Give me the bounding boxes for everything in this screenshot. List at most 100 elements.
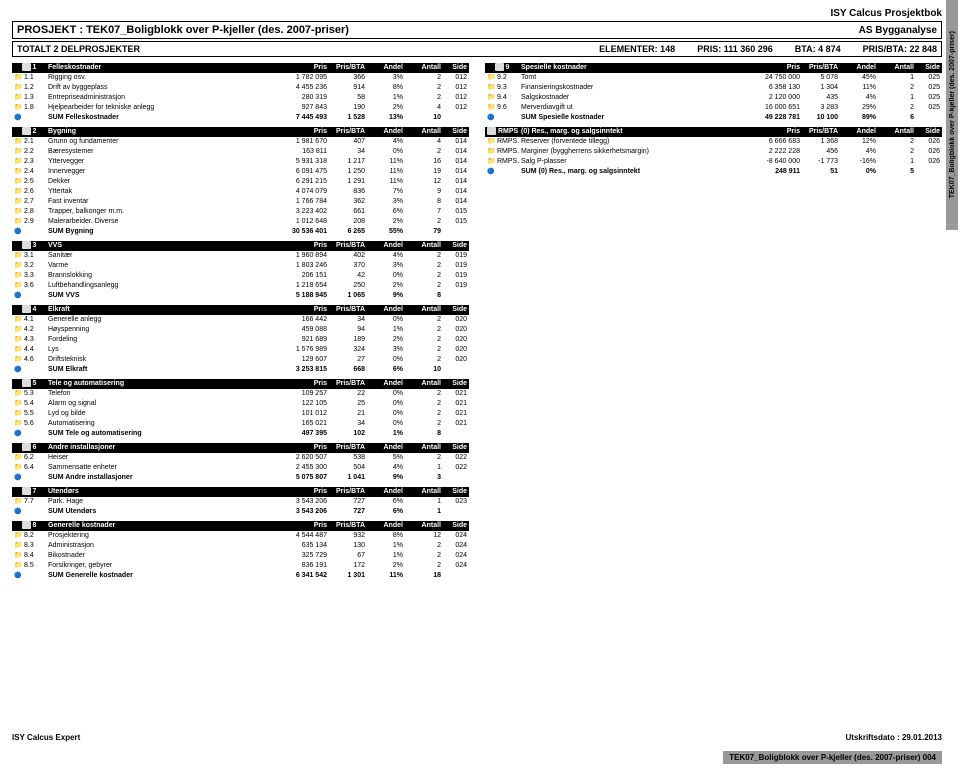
sum-icon	[14, 113, 23, 121]
side-tab-label: TEK07_Boligblokk over P-kjeller (des. 20…	[949, 31, 956, 198]
table-row: 2.3Yttervegger5 931 3181 21711%16014	[12, 157, 469, 167]
sum-row: SUM Tele og automatisering497 3951021%8	[12, 429, 469, 439]
table-row: 9.2Tomt24 750 0005 07845%1025	[485, 73, 942, 83]
table-row: RMPS.4Salg P-plasser-8 640 000-1 773-16%…	[485, 157, 942, 167]
sum-row: SUM Spesielle kostnader49 228 78110 1008…	[485, 113, 942, 123]
sum-icon	[14, 365, 23, 373]
folder-icon	[22, 487, 31, 495]
cost-section-table: 6Andre installasjonerPrisPris/BTAAndelAn…	[12, 443, 469, 483]
cost-section-table: 5Tele og automatiseringPrisPris/BTAAndel…	[12, 379, 469, 439]
cost-section-table: 1FelleskostnaderPrisPris/BTAAndelAntallS…	[12, 63, 469, 123]
side-tab: TEK07_Boligblokk over P-kjeller (des. 20…	[946, 0, 958, 230]
folder-icon	[22, 379, 31, 387]
folder-icon	[14, 177, 23, 185]
sum-icon	[14, 291, 23, 299]
table-row: 2.8Trapper, balkonger m.m.3 223 4026616%…	[12, 207, 469, 217]
folder-icon	[14, 157, 23, 165]
folder-icon	[14, 355, 23, 363]
sum-icon	[14, 571, 23, 579]
folder-icon	[14, 147, 23, 155]
cost-section-table: 3VVSPrisPris/BTAAndelAntallSide3.1Sanitæ…	[12, 241, 469, 301]
table-row: 9.3Finansieringskostnader6 358 1301 3041…	[485, 83, 942, 93]
table-row: 1.8Hjelpearbeider for tekniske anlegg927…	[12, 103, 469, 113]
summary-bta: BTA: 4 874	[795, 44, 841, 54]
folder-icon	[14, 83, 23, 91]
table-row: 8.2Prosjektering4 544 4879328%12024	[12, 531, 469, 541]
sum-row: SUM Generelle kostnader6 341 5421 30111%…	[12, 571, 469, 581]
cost-section-table: 7UtendørsPrisPris/BTAAndelAntallSide7.7P…	[12, 487, 469, 517]
table-row: 2.1Grunn og fundamenter1 981 6704074%401…	[12, 137, 469, 147]
table-row: 9.4Salgskostnader2 120 0004354%1025	[485, 93, 942, 103]
folder-icon	[487, 147, 496, 155]
sum-row: SUM Elkraft3 253 8156686%10	[12, 365, 469, 375]
folder-icon	[14, 325, 23, 333]
folder-icon	[14, 419, 23, 427]
summary-pris: PRIS: 111 360 296	[697, 44, 773, 54]
table-row: 3.3Brannslokking206 151420%2019	[12, 271, 469, 281]
table-row: 5.3Telefon109 257220%2021	[12, 389, 469, 399]
table-row: 3.2Varme1 803 2463703%2019	[12, 261, 469, 271]
folder-icon	[487, 127, 496, 135]
folder-icon	[14, 197, 23, 205]
cost-section-table: 2BygningPrisPris/BTAAndelAntallSide2.1Gr…	[12, 127, 469, 237]
sum-icon	[14, 473, 23, 481]
table-row: 2.5Dekker6 291 2151 29111%12014	[12, 177, 469, 187]
table-row: 6.4Sammensatte enheter2 455 3005044%1022	[12, 463, 469, 473]
sum-row: SUM VVS5 188 9451 0659%8	[12, 291, 469, 301]
folder-icon	[14, 281, 23, 289]
folder-icon	[14, 103, 23, 111]
folder-icon	[22, 521, 31, 529]
folder-icon	[14, 409, 23, 417]
folder-icon	[22, 305, 31, 313]
folder-icon	[14, 217, 23, 225]
cost-section-table: 9Spesielle kostnaderPrisPris/BTAAndelAnt…	[485, 63, 942, 123]
folder-icon	[487, 93, 496, 101]
summary-left: TOTALT 2 DELPROSJEKTER	[17, 44, 277, 54]
folder-icon	[14, 271, 23, 279]
table-row: 7.7Park. Hage3 543 2067276%1023	[12, 497, 469, 507]
folder-icon	[14, 261, 23, 269]
table-row: 8.4Bikostnader325 729671%2024	[12, 551, 469, 561]
footer-left: ISY Calcus Expert	[12, 733, 80, 742]
folder-icon	[14, 251, 23, 259]
table-row: 3.6Luftbehandlingsanlegg1 218 6542502%20…	[12, 281, 469, 291]
app-title: ISY Calcus Prosjektbok	[12, 8, 942, 19]
summary-bar: TOTALT 2 DELPROSJEKTER ELEMENTER: 148 PR…	[12, 41, 942, 57]
folder-icon	[14, 315, 23, 323]
folder-icon	[487, 137, 496, 145]
footer: ISY Calcus Expert Utskriftsdato : 29.01.…	[12, 733, 942, 742]
table-row: 6.2Heiser2 620 5075385%2022	[12, 453, 469, 463]
table-row: 9.6Merverdiavgift ut16 000 6513 28329%20…	[485, 103, 942, 113]
right-column: 9Spesielle kostnaderPrisPris/BTAAndelAnt…	[485, 63, 942, 585]
folder-icon	[14, 399, 23, 407]
folder-icon	[14, 137, 23, 145]
table-row: RMPS.1Reserver (forventede tillegg)6 666…	[485, 137, 942, 147]
sum-row: SUM (0) Res., marg. og salgsinntekt248 9…	[485, 167, 942, 177]
table-row: RMPS.2Marginer (byggherrens sikkerhetsma…	[485, 147, 942, 157]
sum-icon	[14, 507, 23, 515]
table-row: 5.6Automatisering165 021340%2021	[12, 419, 469, 429]
table-row: 3.1Sanitær1 960 8944024%2019	[12, 251, 469, 261]
folder-icon	[487, 83, 496, 91]
sum-icon	[487, 167, 496, 175]
folder-icon	[487, 73, 496, 81]
table-row: 1.2Drift av byggeplass4 455 2369148%2012	[12, 83, 469, 93]
table-row: 4.3Fordeling921 6891892%2020	[12, 335, 469, 345]
company-label: AS Bygganalyse	[859, 25, 937, 36]
folder-icon	[14, 497, 23, 505]
cost-section-table: RMPS(0) Res., marg. og salgsinntektPrisP…	[485, 127, 942, 177]
folder-icon	[14, 335, 23, 343]
sum-row: SUM Andre installasjoner5 075 8071 0419%…	[12, 473, 469, 483]
folder-icon	[14, 531, 23, 539]
project-label: PROSJEKT : TEK07_Boligblokk over P-kjell…	[17, 24, 349, 36]
folder-icon	[14, 345, 23, 353]
folder-icon	[14, 73, 23, 81]
table-row: 4.2Høyspenning459 088941%2020	[12, 325, 469, 335]
project-header: PROSJEKT : TEK07_Boligblokk over P-kjell…	[12, 21, 942, 39]
folder-icon	[14, 551, 23, 559]
folder-icon	[14, 207, 23, 215]
table-row: 4.4Lys1 576 9893243%2020	[12, 345, 469, 355]
folder-icon	[14, 561, 23, 569]
folder-icon	[14, 187, 23, 195]
table-row: 8.5Forsikringer, gebyrer836 1911722%2024	[12, 561, 469, 571]
